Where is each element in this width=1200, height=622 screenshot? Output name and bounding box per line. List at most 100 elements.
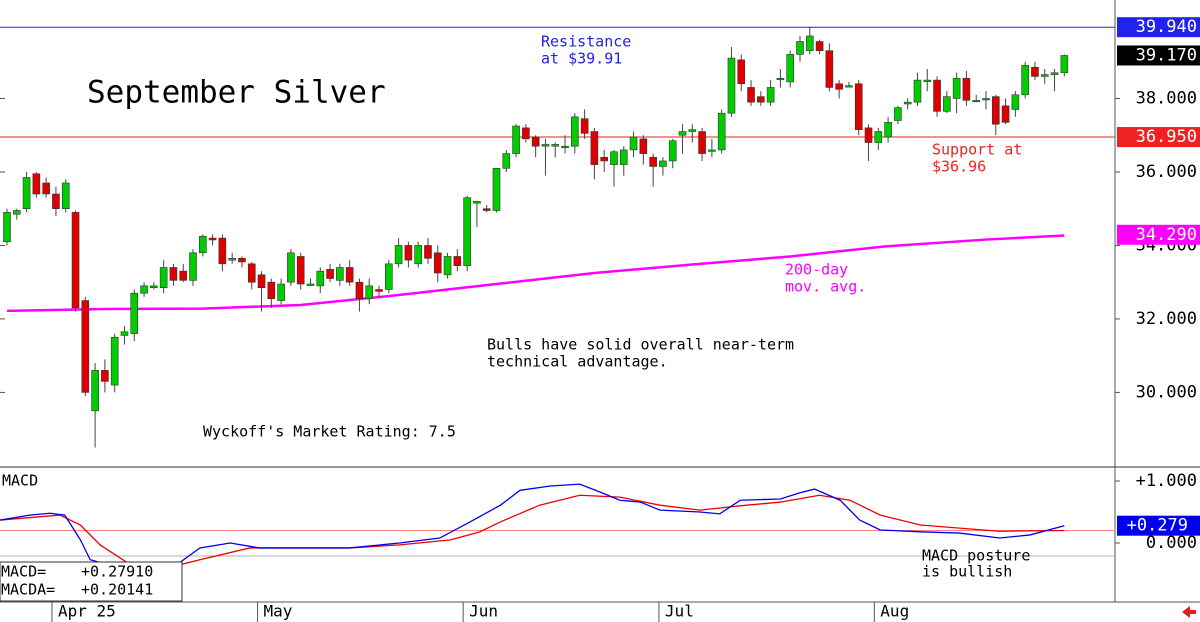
candle-body xyxy=(61,182,70,209)
candle-body xyxy=(473,201,481,204)
candle-body xyxy=(619,149,628,165)
readout-box xyxy=(0,561,183,602)
x-tick-label: Jun xyxy=(469,602,498,621)
candle-body xyxy=(345,267,354,283)
chart-title: September Silver xyxy=(87,75,386,111)
macd-title: MACD xyxy=(2,472,38,490)
candle-body xyxy=(179,270,188,281)
candle-body xyxy=(238,258,246,263)
candle-body xyxy=(678,131,687,136)
candle-body xyxy=(845,85,853,88)
candle-body xyxy=(698,131,706,154)
candle-body xyxy=(326,269,334,279)
candle-body xyxy=(972,100,981,103)
candle-body xyxy=(208,237,217,241)
level-box xyxy=(1117,127,1200,148)
candle-body xyxy=(3,212,11,243)
candle-body xyxy=(943,96,951,112)
y-tick-label: 36.000 xyxy=(1136,162,1197,182)
candle-body xyxy=(1031,66,1039,77)
candle-body xyxy=(766,87,775,103)
candle-body xyxy=(747,87,755,103)
candle-body xyxy=(336,267,344,281)
candle-body xyxy=(482,208,491,211)
candle-body xyxy=(708,149,716,152)
level-label: 39.940 xyxy=(1136,17,1197,37)
candle-body xyxy=(12,210,21,215)
candle-body xyxy=(639,138,648,154)
candle-body xyxy=(551,144,560,147)
candle-body xyxy=(91,370,99,412)
y-tick-label: 0.000 xyxy=(1146,533,1197,553)
candle-body xyxy=(659,160,667,167)
candle-body xyxy=(600,156,608,162)
candle-body xyxy=(52,193,60,209)
x-tick-label: Apr 25 xyxy=(58,602,116,621)
level-box xyxy=(1117,17,1200,38)
candle-body xyxy=(610,151,618,165)
ma-label: 200-day xyxy=(785,261,848,279)
candle-body xyxy=(277,283,285,301)
candle-body xyxy=(385,263,393,290)
candle-body xyxy=(492,167,501,211)
candle-body xyxy=(952,77,961,99)
candle-body xyxy=(571,116,579,147)
candle-body xyxy=(933,79,941,112)
candle-body xyxy=(982,98,990,101)
candle-body xyxy=(433,252,442,274)
candle-body xyxy=(1040,74,1049,77)
candle-body xyxy=(561,145,569,149)
candle-body xyxy=(296,256,305,285)
candle-body xyxy=(287,252,295,283)
candle-body xyxy=(1011,94,1020,110)
candle-body xyxy=(228,258,236,261)
candle-body xyxy=(991,96,1000,125)
moving-average xyxy=(6,234,1065,313)
level-label: 34.290 xyxy=(1136,225,1197,245)
candle-body xyxy=(150,285,158,288)
candle-body xyxy=(512,125,520,154)
candle-body xyxy=(835,83,843,90)
level-box xyxy=(1117,224,1200,245)
candle-body xyxy=(443,256,452,276)
candle-body xyxy=(189,252,197,281)
candle-body xyxy=(120,331,129,336)
candle-body xyxy=(649,156,657,167)
candle-body xyxy=(22,177,31,209)
candle-body xyxy=(874,131,883,143)
candle-body xyxy=(1021,65,1029,96)
y-tick-label: 38.000 xyxy=(1136,88,1197,108)
macd-annotation: is bullish xyxy=(922,563,1012,581)
candle-body xyxy=(884,122,892,138)
candle-body xyxy=(365,285,374,300)
readout-label: MACD= xyxy=(1,563,46,581)
candle-body xyxy=(394,245,403,265)
candle-body xyxy=(159,267,168,288)
level-box xyxy=(1117,45,1200,66)
annotation: Resistance xyxy=(541,33,631,51)
readout-value: +0.20141 xyxy=(81,581,153,599)
annotation: technical advantage. xyxy=(487,353,668,371)
candle-body xyxy=(502,153,511,169)
candle-body xyxy=(717,112,726,151)
x-tick-label: Jul xyxy=(665,602,694,621)
candle-body xyxy=(140,285,148,294)
candle-body xyxy=(1050,72,1059,75)
candle-body xyxy=(805,35,814,52)
candle-body xyxy=(531,136,540,147)
candle-body xyxy=(629,136,638,151)
candle-body xyxy=(590,131,599,165)
candle-body xyxy=(414,245,422,265)
candle-body xyxy=(404,245,413,261)
candle-body xyxy=(541,144,550,147)
candle-body xyxy=(375,289,383,292)
candle-body xyxy=(1001,105,1010,123)
candle-body xyxy=(355,281,364,300)
candle-body xyxy=(864,127,873,143)
scroll-arrow[interactable] xyxy=(1182,606,1196,618)
level-label: +0.279 xyxy=(1127,516,1188,536)
candle-body xyxy=(737,59,746,85)
candle-body xyxy=(101,370,109,382)
candle-body xyxy=(668,140,677,162)
